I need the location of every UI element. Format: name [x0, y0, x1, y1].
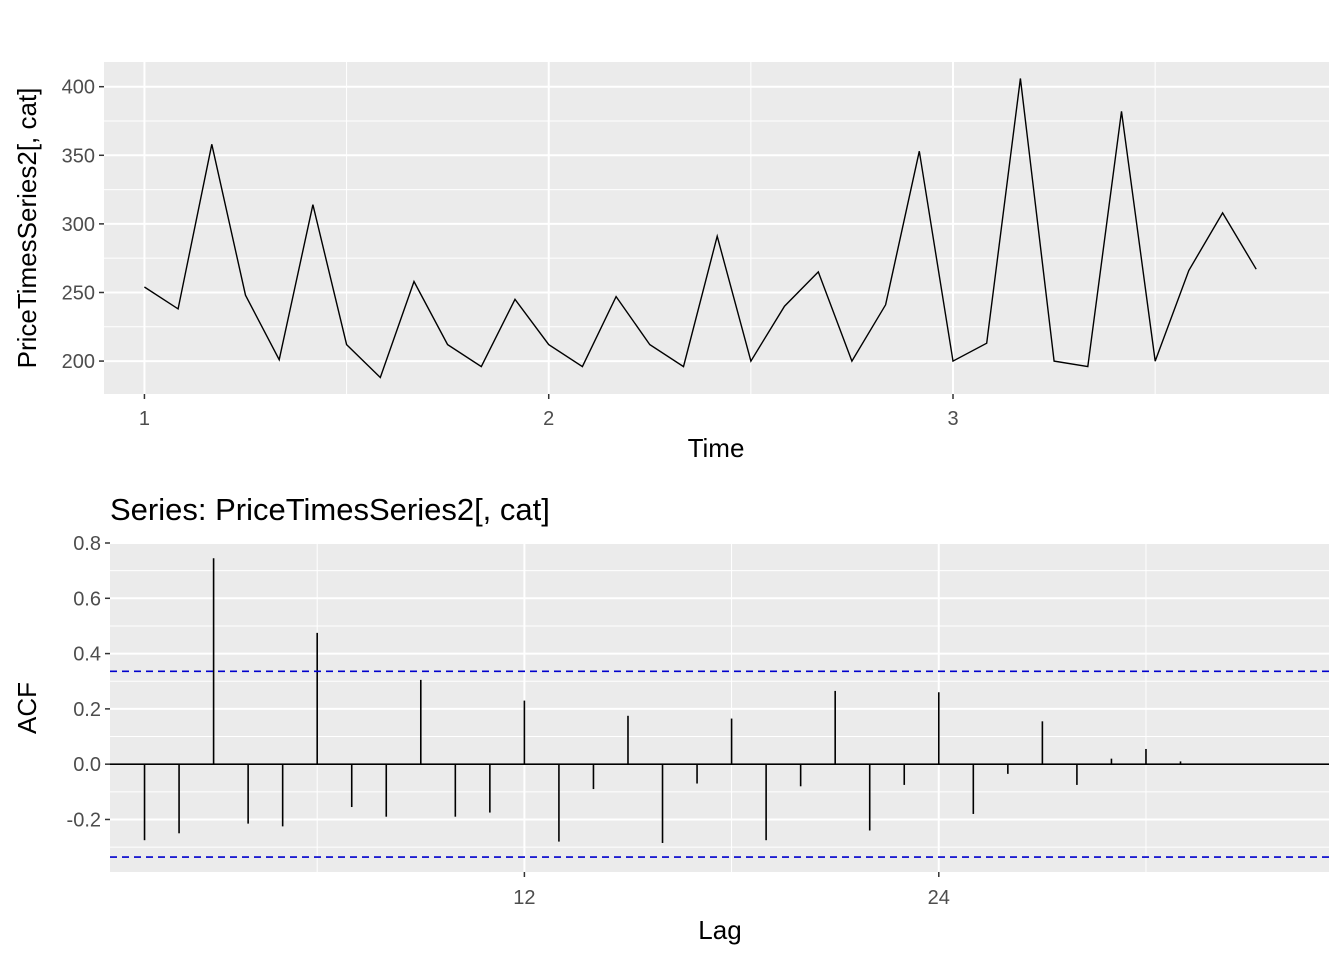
time-series-plot-background [104, 62, 1329, 394]
ts-y-tick-label: 400 [62, 77, 95, 99]
acf-y-tick-label: 0.8 [73, 533, 101, 555]
acf-y-tick-label: 0.6 [73, 588, 101, 610]
acf-y-tick-label: 0.0 [73, 754, 101, 776]
acf-plot-title: Series: PriceTimesSeries2[, cat] [110, 492, 550, 527]
acf-y-tick-label: -0.2 [67, 809, 101, 831]
time-series-y-ticks: 200 250 300 350 400 [62, 77, 104, 373]
acf-x-tick-label: 12 [513, 887, 535, 909]
time-series-x-ticks: 1 2 3 [139, 394, 959, 430]
ts-y-tick-label: 200 [62, 351, 95, 373]
time-series-x-axis-label: Time [688, 433, 745, 463]
ts-x-tick-label: 2 [543, 408, 554, 430]
ts-y-tick-label: 350 [62, 145, 95, 167]
acf-bars [143, 558, 1182, 843]
ts-x-tick-label: 3 [947, 408, 958, 430]
time-series-line [144, 78, 1257, 379]
ts-y-tick-label: 250 [62, 282, 95, 304]
acf-y-ticks: -0.2 0.0 0.2 0.4 0.6 0.8 [67, 533, 110, 831]
time-series-grid [104, 62, 1329, 394]
acf-x-axis-label: Lag [698, 915, 741, 945]
ts-y-tick-label: 300 [62, 214, 95, 236]
acf-y-tick-label: 0.4 [73, 644, 101, 666]
acf-x-ticks: 12 24 [513, 872, 950, 909]
acf-y-axis-label: ACF [12, 682, 42, 734]
acf-y-tick-label: 0.2 [73, 699, 101, 721]
time-series-panel: 200 250 300 350 400 1 2 3 Time PriceTimesSerie… [12, 62, 1329, 463]
time-series-y-axis-label: PriceTimesSeries2[, cat] [12, 88, 42, 369]
acf-x-tick-label: 24 [928, 887, 950, 909]
ts-x-tick-label: 1 [139, 408, 150, 430]
acf-panel: Series: PriceTimesSeries2[, cat] -0.2 0.0… [12, 492, 1329, 945]
